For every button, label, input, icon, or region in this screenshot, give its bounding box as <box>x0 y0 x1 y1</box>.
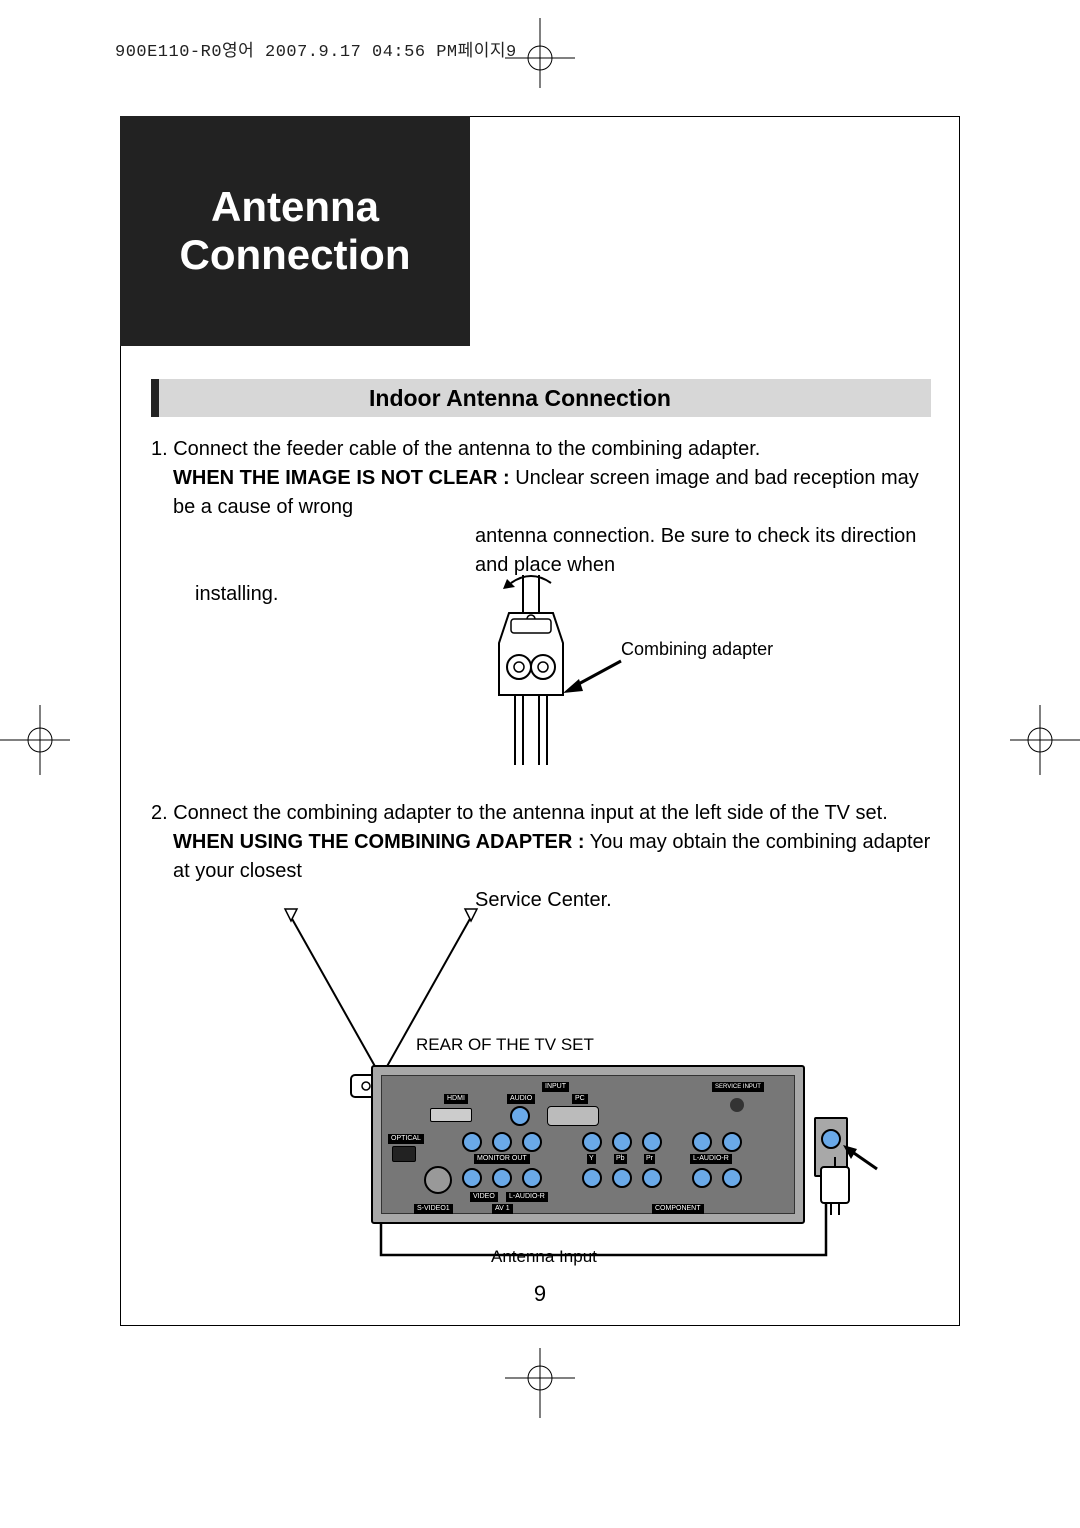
label-y: Y <box>587 1154 596 1164</box>
tv-rear-panel: INPUT HDMI AUDIO PC SERVICE INPUT OPTICA… <box>371 1065 805 1224</box>
label-video: VIDEO <box>470 1192 498 1202</box>
side-arrow-icon <box>843 1145 883 1175</box>
step1-lead: 1. Connect the feeder cable of the anten… <box>151 438 760 460</box>
chapter-title: Antenna Connection <box>120 116 470 346</box>
jack-icon <box>612 1168 632 1188</box>
jack-icon <box>462 1132 482 1152</box>
tv-inner-panel: INPUT HDMI AUDIO PC SERVICE INPUT OPTICA… <box>381 1075 795 1214</box>
page-number: 9 <box>121 1281 959 1307</box>
label-service: SERVICE INPUT <box>712 1082 764 1092</box>
jack-icon <box>722 1132 742 1152</box>
label-svideo: S-VIDEO1 <box>414 1204 453 1214</box>
step2-rest2: Service Center. <box>453 886 931 915</box>
jack-icon <box>642 1132 662 1152</box>
audio-jack-icon <box>510 1106 530 1126</box>
svideo-port-icon <box>424 1166 452 1194</box>
rear-label: REAR OF THE TV SET <box>416 1035 594 1055</box>
label-av1: AV 1 <box>492 1204 513 1214</box>
label-audio: AUDIO <box>507 1094 535 1104</box>
label-laudior1: L-AUDIO-R <box>690 1154 732 1164</box>
vga-port-icon <box>547 1106 599 1126</box>
jack-icon <box>462 1168 482 1188</box>
jack-icon <box>492 1132 512 1152</box>
title-line2: Connection <box>180 231 411 278</box>
jack-icon <box>642 1168 662 1188</box>
label-input: INPUT <box>542 1082 569 1092</box>
label-pc: PC <box>572 1094 588 1104</box>
step1-bold: WHEN THE IMAGE IS NOT CLEAR : <box>173 467 510 489</box>
print-header: 900E110-R0영어 2007.9.17 04:56 PM페이지9 <box>115 36 517 62</box>
jack-icon <box>692 1132 712 1152</box>
adapter-label: Combining adapter <box>621 639 773 660</box>
jack-icon <box>522 1132 542 1152</box>
label-laudior2: L-AUDIO-R <box>506 1192 548 1202</box>
jack-icon <box>612 1132 632 1152</box>
label-hdmi: HDMI <box>444 1094 468 1104</box>
jack-icon <box>522 1168 542 1188</box>
antenna-input-label: Antenna Input <box>491 1247 597 1267</box>
jack-icon <box>492 1168 512 1188</box>
section-heading: Indoor Antenna Connection <box>151 379 931 417</box>
antenna-jack-icon <box>821 1129 841 1149</box>
label-pr: Pr <box>644 1154 655 1164</box>
crop-mark-right <box>1000 700 1080 780</box>
hdmi-port-icon <box>430 1108 472 1122</box>
crop-mark-bottom <box>500 1338 580 1418</box>
title-line1: Antenna <box>211 183 379 230</box>
page-frame: Antenna Connection Indoor Antenna Connec… <box>120 116 960 1326</box>
label-optical: OPTICAL <box>388 1134 424 1144</box>
jack-icon <box>582 1168 602 1188</box>
label-component: COMPONENT <box>652 1204 704 1214</box>
jack-icon <box>582 1132 602 1152</box>
label-monitor-out: MONITOR OUT <box>474 1154 530 1164</box>
jack-icon <box>722 1168 742 1188</box>
adapter-arrow-icon <box>561 657 631 697</box>
jack-icon <box>692 1168 712 1188</box>
step2-bold: WHEN USING THE COMBINING ADAPTER : <box>173 831 584 853</box>
crop-mark-left <box>0 700 80 780</box>
service-port-icon <box>730 1098 744 1112</box>
step2-lead: 2. Connect the combining adapter to the … <box>151 802 888 824</box>
optical-port-icon <box>392 1146 416 1162</box>
label-pb: Pb <box>614 1154 627 1164</box>
crop-mark-top <box>500 18 580 98</box>
